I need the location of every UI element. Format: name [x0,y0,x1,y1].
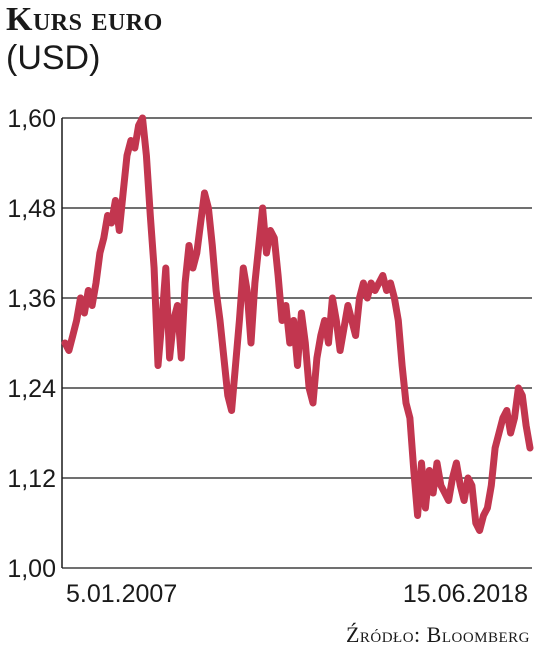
y-tick-label: 1,12 [7,465,56,493]
source-note: Źródło: Bloomberg [345,622,530,647]
x-tick-label-end: 15.06.2018 [403,580,528,608]
y-tick-label: 1,60 [7,105,56,133]
line-chart: 1,60 1,48 1,36 1,24 1,12 1,00 5.01.2007 15.06… [7,105,534,608]
chart-title: Kurs euro [6,1,163,38]
chart-subtitle: (USD) [6,39,101,77]
series-line [61,114,534,534]
y-tick-label: 1,00 [7,555,56,583]
y-tick-label: 1,36 [7,285,56,313]
y-tick-label: 1,24 [7,375,56,403]
y-tick-labels: 1,60 1,48 1,36 1,24 1,12 1,00 [7,105,56,583]
x-tick-label-start: 5.01.2007 [66,580,177,608]
y-tick-label: 1,48 [7,195,56,223]
series-layer [61,114,534,534]
